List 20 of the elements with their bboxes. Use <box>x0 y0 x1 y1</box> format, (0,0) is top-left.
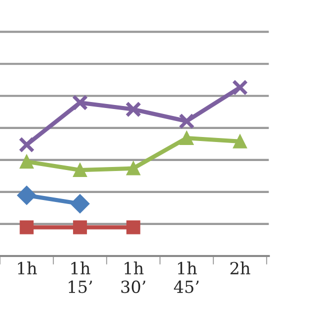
point <box>232 79 248 96</box>
x-tick-label: 1h <box>18 262 37 274</box>
point <box>73 163 87 177</box>
x-tick-label: 1h 15’ <box>68 262 92 294</box>
point <box>178 113 195 130</box>
point <box>126 161 140 176</box>
point <box>70 194 90 214</box>
x-tick-label: 1h 30’ <box>121 262 146 294</box>
x-tick-label: 2h <box>230 262 250 274</box>
point <box>126 220 140 234</box>
point <box>125 101 142 118</box>
point <box>72 94 88 111</box>
point <box>17 186 36 205</box>
point <box>20 154 34 169</box>
point <box>18 136 35 153</box>
point <box>20 220 34 234</box>
point <box>73 220 87 234</box>
x-tick-label: 1h 45’ <box>174 262 199 294</box>
point <box>233 134 247 148</box>
point <box>180 131 194 145</box>
